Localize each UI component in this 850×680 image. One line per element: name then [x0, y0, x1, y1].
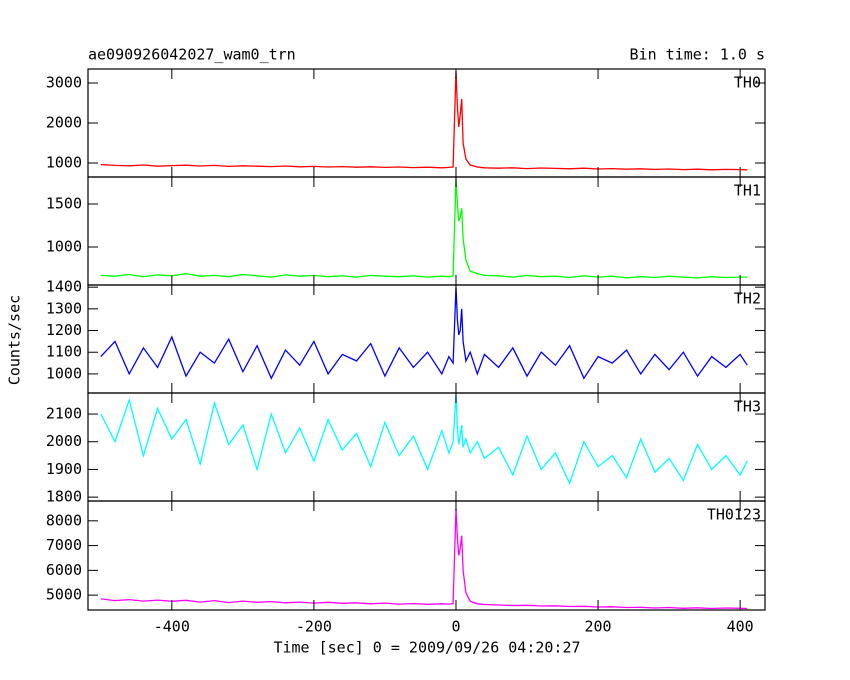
panel-frame: [87, 284, 766, 394]
panel-name: TH1: [734, 182, 761, 200]
y-tick-label: 2100: [46, 405, 82, 423]
x-tick-label: 0: [451, 618, 460, 636]
y-tick-label: 8000: [46, 511, 82, 529]
chart-subtitle: Bin time: 1.0 s: [630, 46, 765, 64]
x-axis-label: Time [sec] 0 = 2009/09/26 04:20:27: [273, 639, 580, 657]
x-tick-label: -200: [296, 618, 332, 636]
x-tick-label: 400: [727, 618, 754, 636]
y-tick-label: 1400: [46, 278, 82, 296]
light-curve: [100, 287, 748, 380]
y-tick-label: 6000: [46, 561, 82, 579]
panel-frame: [87, 68, 766, 178]
y-tick-label: 1000: [46, 237, 82, 255]
y-tick-label: 3000: [46, 74, 82, 92]
y-tick-label: 1900: [46, 460, 82, 478]
panel-name: TH2: [734, 290, 761, 308]
panel-frame: [87, 392, 766, 502]
y-tick-label: 5000: [46, 586, 82, 604]
x-tick-label: -400: [154, 618, 190, 636]
x-tick-label: 200: [585, 618, 612, 636]
y-tick-label: 1200: [46, 321, 82, 339]
light-curve: [100, 178, 748, 279]
y-axis-label: Counts/sec: [6, 295, 24, 385]
y-tick-label: 1100: [46, 343, 82, 361]
light-curve: [100, 394, 748, 486]
chart-title: ae090926042027_wam0_trn: [88, 46, 296, 64]
panel-frame: [87, 500, 766, 611]
y-tick-label: 2000: [46, 114, 82, 132]
light-curve: [100, 508, 748, 610]
y-tick-label: 1000: [46, 154, 82, 172]
panel-frame: [87, 176, 766, 286]
light-curve: [100, 70, 748, 171]
y-tick-label: 2000: [46, 432, 82, 450]
y-tick-label: 1800: [46, 488, 82, 506]
panel-name: TH0123: [707, 506, 761, 524]
y-tick-label: 1500: [46, 195, 82, 213]
panel-name: TH0: [734, 74, 761, 92]
y-tick-label: 1300: [46, 299, 82, 317]
panel-name: TH3: [734, 398, 761, 416]
y-tick-label: 7000: [46, 536, 82, 554]
y-tick-label: 1000: [46, 364, 82, 382]
